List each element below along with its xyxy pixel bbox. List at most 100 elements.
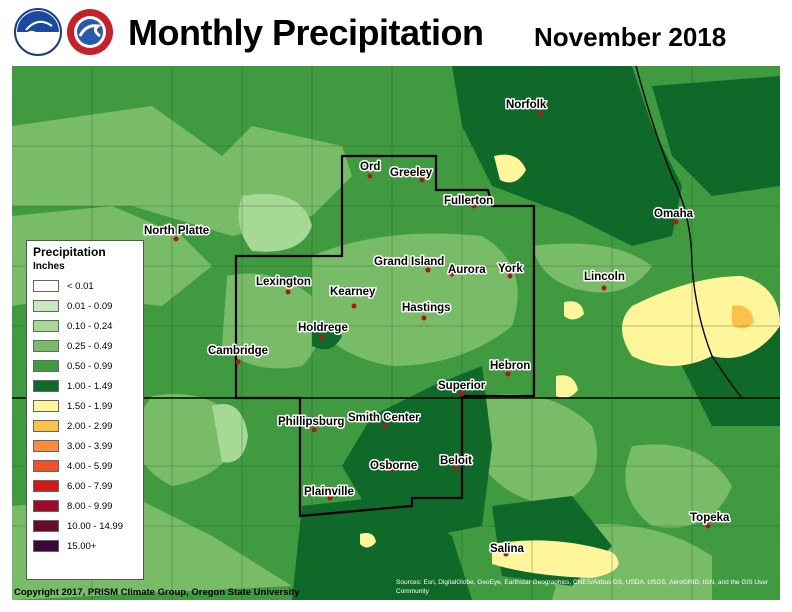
svg-text:Greeley: Greeley xyxy=(390,167,433,179)
map-sources-text: Sources: Esri, DigitalGlobe, GeoEye, Ear… xyxy=(396,579,769,595)
city-greeley: Greeley xyxy=(389,166,434,183)
city-markers: Norfolk Ord Greeley Fullerton North Plat… xyxy=(143,98,732,557)
city-hebron: Hebron xyxy=(489,359,532,377)
city-aurora: Aurora xyxy=(447,263,488,278)
city-topeka: Topeka xyxy=(689,511,732,529)
city-superior: Superior xyxy=(437,379,487,397)
legend-label: 4.00 - 5.99 xyxy=(67,460,113,472)
legend-swatch xyxy=(33,360,59,372)
city-kearney: Kearney xyxy=(329,285,377,309)
map-date: November 2018 xyxy=(534,22,727,52)
legend-label: 2.00 - 2.99 xyxy=(67,420,113,432)
legend-swatch xyxy=(33,420,59,432)
svg-text:Fullerton: Fullerton xyxy=(444,195,493,207)
page-title: Monthly Precipitation xyxy=(128,12,484,53)
city-north-platte: North Platte xyxy=(143,224,211,242)
legend-item: 0.50 - 0.99 xyxy=(33,356,137,376)
svg-text:Ord: Ord xyxy=(360,161,380,173)
legend-label: 3.00 - 3.99 xyxy=(67,440,113,452)
city-hastings: Hastings xyxy=(401,301,452,321)
legend-item: 0.01 - 0.09 xyxy=(33,296,137,316)
city-cambridge: Cambridge xyxy=(207,344,270,365)
legend-swatch xyxy=(33,480,59,492)
legend-label: 0.50 - 0.99 xyxy=(67,360,113,372)
legend-item: 15.00+ xyxy=(33,536,137,556)
legend-label: 6.00 - 7.99 xyxy=(67,480,113,492)
city-holdrege: Holdrege xyxy=(297,321,349,341)
legend-item: 4.00 - 5.99 xyxy=(33,456,137,476)
city-fullerton: Fullerton xyxy=(443,194,495,209)
svg-text:Lincoln: Lincoln xyxy=(584,271,625,283)
legend-swatch xyxy=(33,540,59,552)
legend-item: 8.00 - 9.99 xyxy=(33,496,137,516)
legend-item: < 0.01 xyxy=(33,276,137,296)
city-omaha: Omaha xyxy=(653,207,695,225)
legend-label: 0.01 - 0.09 xyxy=(67,300,113,312)
city-osborne: Osborne xyxy=(369,459,419,474)
legend-swatch xyxy=(33,300,59,312)
svg-text:Lexington: Lexington xyxy=(256,276,311,288)
svg-text:Topeka: Topeka xyxy=(690,512,730,524)
legend-item: 2.00 - 2.99 xyxy=(33,416,137,436)
svg-text:Cambridge: Cambridge xyxy=(208,345,268,357)
legend-swatch xyxy=(33,380,59,392)
city-phillipsburg: Phillipsburg xyxy=(277,415,346,433)
city-lincoln: Lincoln xyxy=(583,270,626,291)
city-york: York xyxy=(497,262,525,279)
svg-text:Osborne: Osborne xyxy=(370,460,417,472)
legend-label: 8.00 - 9.99 xyxy=(67,500,113,512)
legend-rows: < 0.01 0.01 - 0.09 0.10 - 0.24 0.25 - 0.49 0… xyxy=(33,276,137,556)
precipitation-legend: Precipitation Inches < 0.01 0.01 - 0.09 0.… xyxy=(26,240,144,580)
legend-label: 0.10 - 0.24 xyxy=(67,320,113,332)
svg-text:Kearney: Kearney xyxy=(330,286,376,298)
very-heavy-precip-areas xyxy=(360,154,780,578)
legend-swatch xyxy=(33,500,59,512)
svg-text:North Platte: North Platte xyxy=(144,225,209,237)
legend-item: 1.00 - 1.49 xyxy=(33,376,137,396)
legend-swatch xyxy=(33,280,59,292)
legend-title: Precipitation xyxy=(33,245,106,259)
legend-item: 10.00 - 14.99 xyxy=(33,516,137,536)
legend-swatch xyxy=(33,320,59,332)
svg-text:Salina: Salina xyxy=(490,543,524,555)
noaa-logo-icon xyxy=(14,8,62,56)
city-grand-island: Grand Island xyxy=(373,255,446,273)
city-norfolk: Norfolk xyxy=(505,98,548,117)
legend-item: 3.00 - 3.99 xyxy=(33,436,137,456)
svg-text:Plainville: Plainville xyxy=(304,486,354,498)
svg-text:Hastings: Hastings xyxy=(402,302,451,314)
legend-label: 0.25 - 0.49 xyxy=(67,340,113,352)
svg-text:York: York xyxy=(498,263,523,275)
city-smith-center: Smith Center xyxy=(347,411,422,429)
legend-swatch xyxy=(33,340,59,352)
city-plainville: Plainville xyxy=(303,485,355,501)
svg-text:Aurora: Aurora xyxy=(448,264,486,276)
county-lines xyxy=(12,66,780,600)
legend-label: 10.00 - 14.99 xyxy=(67,520,123,532)
map-header: Monthly Precipitation November 2018 xyxy=(0,0,792,66)
legend-item: 0.10 - 0.24 xyxy=(33,316,137,336)
svg-text:Beloit: Beloit xyxy=(440,455,472,467)
svg-text:Superior: Superior xyxy=(438,380,486,392)
legend-item: 1.50 - 1.99 xyxy=(33,396,137,416)
svg-text:Holdrege: Holdrege xyxy=(298,322,348,334)
legend-swatch xyxy=(33,520,59,532)
legend-units: Inches xyxy=(33,261,65,272)
svg-text:Smith Center: Smith Center xyxy=(348,412,420,424)
city-salina: Salina xyxy=(489,542,526,557)
forecast-area-boundary xyxy=(234,154,536,518)
legend-label: 1.00 - 1.49 xyxy=(67,380,113,392)
legend-swatch xyxy=(33,460,59,472)
svg-text:Hebron: Hebron xyxy=(490,360,530,372)
legend-swatch xyxy=(33,400,59,412)
copyright-text: Copyright 2017, PRISM Climate Group, Ore… xyxy=(14,587,300,598)
legend-label: < 0.01 xyxy=(67,280,94,292)
legend-label: 15.00+ xyxy=(67,540,97,552)
svg-text:Omaha: Omaha xyxy=(654,208,694,220)
svg-text:Grand Island: Grand Island xyxy=(374,256,444,268)
city-beloit: Beloit xyxy=(439,454,474,471)
city-ord: Ord xyxy=(359,160,382,179)
legend-label: 1.50 - 1.99 xyxy=(67,400,113,412)
svg-text:Phillipsburg: Phillipsburg xyxy=(278,416,344,428)
nws-logo-icon xyxy=(67,9,113,55)
